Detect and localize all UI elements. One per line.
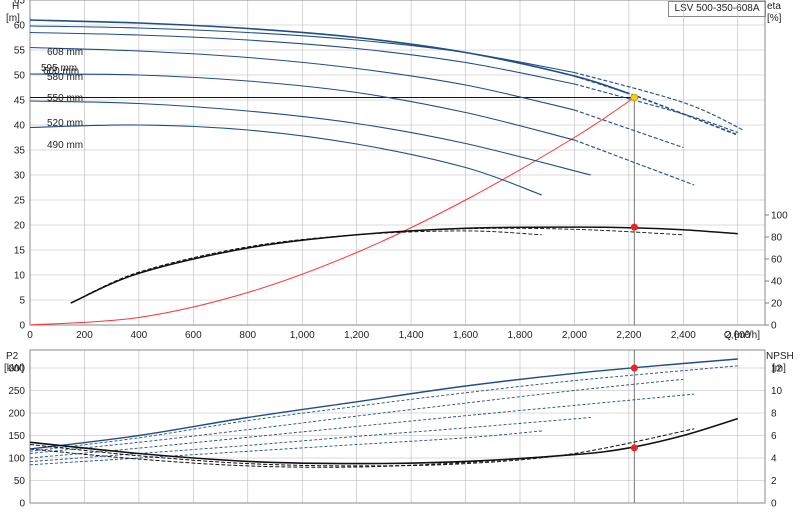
flow-tick-label: 2,400 — [671, 330, 696, 341]
head-curve-label-580: 580 mm — [47, 72, 83, 83]
flow-tick-label: 1,200 — [344, 330, 369, 341]
eta-tick-label: 100 — [771, 211, 788, 222]
head-curve-580-mm — [29, 46, 575, 111]
npsh-axis-label: NPSH — [766, 351, 794, 362]
power-tick-label: 300 — [8, 364, 25, 375]
efficiency-curve — [70, 226, 738, 304]
head-tick-label: 10 — [14, 271, 26, 282]
efficiency-operating-point — [630, 223, 638, 231]
head-curve-600-mm — [29, 25, 575, 74]
npsh-tick-label: 6 — [771, 431, 777, 442]
npsh-tick-label: 0 — [771, 499, 777, 510]
npsh-tick-label: 12 — [771, 364, 783, 375]
head-tick-label: 5 — [19, 296, 25, 307]
head-curve-490-mm — [29, 124, 542, 196]
head-curve-595-mm — [29, 31, 575, 85]
head-axis-unit: [m] — [6, 13, 20, 24]
eta-axis-unit: [%] — [767, 13, 782, 24]
power-operating-point — [630, 364, 638, 372]
head-tick-label: 25 — [14, 196, 26, 207]
eta-tick-label: 60 — [771, 255, 783, 266]
head-tick-label: 20 — [14, 221, 26, 232]
head-tick-label: 45 — [14, 96, 26, 107]
head-tick-label: 55 — [14, 46, 26, 57]
npsh-axis-unit: [m] — [772, 363, 786, 374]
npsh-tick-label: 10 — [771, 386, 783, 397]
head-curve-label-550: 550 mm — [47, 93, 83, 104]
flow-tick-label: 1,000 — [290, 330, 315, 341]
head-tick-label: 40 — [14, 121, 26, 132]
head-curve-label-600: 600 mm — [43, 66, 79, 77]
eta-axis-label: eta — [767, 1, 781, 12]
head-tick-label: 0 — [19, 321, 25, 332]
head-curve-dashed-550-mm — [574, 139, 695, 186]
head-curve-550-mm — [29, 73, 575, 141]
head-curve-label-595: 595 mm — [41, 63, 77, 74]
power-curve — [29, 358, 738, 450]
power-curve — [29, 365, 738, 452]
power-axis-unit: [kW] — [4, 363, 24, 374]
top-plot-frame — [29, 0, 766, 326]
flow-tick-label: 600 — [185, 330, 202, 341]
power-tick-label: 100 — [8, 454, 25, 465]
npsh-operating-point — [630, 444, 638, 452]
head-curve-dashed-595-mm — [574, 83, 738, 134]
head-tick-label: 60 — [14, 21, 26, 32]
head-axis-label: H — [12, 1, 19, 12]
npsh-tick-label: 4 — [771, 454, 777, 465]
flow-tick-label: 2,600 — [725, 330, 750, 341]
head-curve-dashed-608-mm — [574, 75, 739, 136]
bottom-plot-frame — [29, 349, 766, 504]
head-tick-label: 30 — [14, 171, 26, 182]
head-curve-label-490: 490 mm — [47, 140, 83, 151]
head-tick-label: 65 — [14, 0, 26, 7]
head-curve-608-mm — [29, 19, 630, 95]
flow-tick-label: 200 — [76, 330, 93, 341]
duty-point-marker — [630, 93, 639, 102]
flow-tick-label: 1,400 — [399, 330, 424, 341]
flow-axis-label: Q [m³/h] — [724, 330, 760, 341]
head-curve-520-mm — [29, 100, 591, 176]
flow-tick-label: 400 — [131, 330, 148, 341]
power-axis-label: P2 — [6, 351, 19, 362]
power-tick-label: 150 — [8, 431, 25, 442]
eta-tick-label: 40 — [771, 277, 783, 288]
eta-tick-label: 0 — [771, 321, 777, 332]
efficiency-curve — [70, 230, 542, 304]
flow-tick-label: 0 — [27, 330, 33, 341]
power-curve — [29, 393, 695, 459]
head-tick-label: 50 — [14, 71, 26, 82]
head-curve-dashed-580-mm — [574, 109, 684, 149]
npsh-curve — [29, 448, 542, 468]
head-curve-label-520: 520 mm — [47, 118, 83, 129]
eta-tick-label: 80 — [771, 233, 783, 244]
system-curve — [29, 97, 635, 326]
head-tick-label: 35 — [14, 146, 26, 157]
head-curve-label-608: 608 mm — [47, 47, 83, 58]
power-curve — [29, 430, 542, 466]
flow-tick-label: 1,600 — [453, 330, 478, 341]
flow-tick-label: 800 — [239, 330, 256, 341]
flow-tick-label: 2,000 — [562, 330, 587, 341]
npsh-curve — [29, 428, 695, 467]
flow-tick-label: 1,800 — [507, 330, 532, 341]
eta-tick-label: 20 — [771, 299, 783, 310]
power-tick-label: 50 — [14, 476, 26, 487]
npsh-curve — [29, 417, 739, 465]
head-tick-label: 15 — [14, 246, 26, 257]
head-curve-dashed-600-mm — [574, 71, 744, 131]
flow-tick-label: 2,200 — [616, 330, 641, 341]
npsh-tick-label: 2 — [771, 476, 777, 487]
npsh-tick-label: 8 — [771, 409, 777, 420]
power-tick-label: 200 — [8, 409, 25, 420]
power-tick-label: 0 — [19, 499, 25, 510]
power-tick-label: 250 — [8, 386, 25, 397]
